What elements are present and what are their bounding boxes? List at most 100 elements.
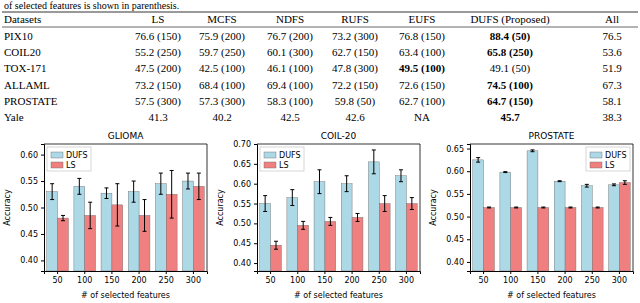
y-tick-mark: [41, 260, 44, 261]
legend-entry: DUFS: [590, 151, 627, 160]
y-tick-label: 0.50: [20, 204, 38, 213]
x-tick-label: 300: [186, 276, 201, 285]
error-bar-cap: [612, 185, 616, 186]
error-bar: [503, 171, 507, 173]
x-tick-label: 200: [344, 276, 359, 285]
error-bar-cap: [88, 202, 92, 203]
error-bar-cap: [399, 169, 403, 170]
y-tick: 0.55: [446, 190, 470, 199]
table-cell: 62.7 (150): [332, 46, 378, 59]
x-tick: 50: [478, 271, 488, 285]
error-bar-cap: [569, 207, 573, 208]
bar: [183, 181, 194, 271]
x-tick-label: 100: [77, 276, 92, 285]
y-tick: 0.55: [233, 200, 257, 209]
error-bar-line: [265, 196, 266, 212]
bar: [352, 217, 363, 271]
bar: [155, 184, 166, 271]
bar: [128, 192, 139, 271]
error-bar: [159, 173, 163, 194]
error-bar-line: [357, 213, 358, 221]
x-tick-label: 300: [399, 276, 414, 285]
table-cell: 49.1 (50): [490, 62, 531, 75]
bar: [500, 172, 511, 271]
error-bar: [569, 207, 573, 209]
error-bar-cap: [104, 198, 108, 199]
error-bar-line: [319, 170, 320, 194]
x-tick-label: 250: [159, 276, 174, 285]
chart: 0.400.450.500.550.600.655010015020025030…: [429, 131, 634, 300]
y-axis-line: [467, 145, 471, 272]
error-bar-cap: [514, 207, 518, 208]
legend-swatch: [264, 162, 276, 168]
x-tick: 300: [399, 271, 414, 285]
error-bar-cap: [503, 172, 507, 173]
chart: 0.400.450.500.550.6050100150200250300GLI…: [3, 131, 208, 300]
table-header: All: [605, 13, 619, 25]
x-tick: 200: [131, 271, 146, 285]
y-tick-label: 0.40: [446, 258, 464, 267]
bar: [74, 186, 85, 271]
error-bar-cap: [558, 180, 562, 181]
x-tick-label: 150: [317, 276, 332, 285]
legend-entry: LS: [590, 161, 615, 170]
error-bar-cap: [263, 211, 267, 212]
error-bar-line: [171, 170, 172, 218]
error-bar-cap: [143, 199, 147, 200]
x-tick: 50: [52, 271, 62, 285]
error-bar-cap: [104, 187, 108, 188]
y-tick-label: 0.70: [233, 140, 251, 149]
error-bar: [596, 207, 600, 209]
legend-swatch: [51, 162, 63, 168]
error-bar-cap: [317, 193, 321, 194]
error-bar-cap: [410, 197, 414, 198]
legend-label: DUFS: [279, 151, 301, 160]
table-cell: 40.2: [212, 111, 231, 123]
y-tick-mark: [41, 155, 44, 156]
error-bar-cap: [612, 183, 616, 184]
error-bar-cap: [487, 207, 491, 208]
frame: [257, 144, 420, 145]
frame: [207, 144, 208, 271]
table-cell: 42.5 (100): [199, 62, 245, 75]
x-axis: 50100150200250300: [471, 271, 634, 285]
bar: [287, 198, 298, 271]
x-axis-line: [471, 272, 634, 275]
table: DatasetsLSMCFSNDFSRUFSEUFSDUFS (Proposed…: [2, 12, 638, 123]
y-tick-mark: [254, 204, 257, 205]
error-bar-cap: [301, 221, 305, 222]
y-tick: 0.60: [446, 167, 470, 176]
x-tick-mark: [111, 271, 112, 274]
y-axis: 0.400.450.500.550.600.65: [446, 145, 470, 272]
y-tick: 0.65: [233, 160, 257, 169]
table-cell: 76.7 (200): [267, 30, 313, 43]
error-bar-cap: [514, 207, 518, 208]
table-cell: 41.3: [148, 111, 168, 123]
error-bar: [410, 198, 414, 210]
error-bar-cap: [170, 218, 174, 219]
y-tick: 0.40: [233, 259, 257, 268]
frame: [420, 144, 421, 271]
error-bar-line: [303, 221, 304, 229]
error-bar-cap: [372, 149, 376, 150]
table-cell: 46.1 (100): [267, 62, 313, 75]
table-rule: [2, 27, 638, 28]
error-bar: [372, 150, 376, 174]
bar: [473, 160, 484, 271]
y-tick-label: 0.60: [233, 180, 251, 189]
y-tick: 0.60: [20, 151, 44, 160]
bar: [298, 225, 309, 271]
error-bar-line: [106, 188, 107, 199]
y-tick: 0.60: [233, 180, 257, 189]
error-bar-cap: [356, 213, 360, 214]
y-tick: 0.45: [20, 230, 44, 239]
legend-box: [47, 147, 91, 171]
table-cell: 67.3: [602, 79, 622, 91]
x-tick-mark: [297, 271, 298, 274]
table-cell: 59.8 (50): [335, 95, 376, 108]
x-tick-mark: [84, 271, 85, 274]
x-tick: 100: [77, 271, 92, 285]
y-tick-mark: [254, 184, 257, 185]
table-header: MCFS: [207, 13, 236, 25]
table-cell: 72.2 (150): [332, 79, 378, 92]
